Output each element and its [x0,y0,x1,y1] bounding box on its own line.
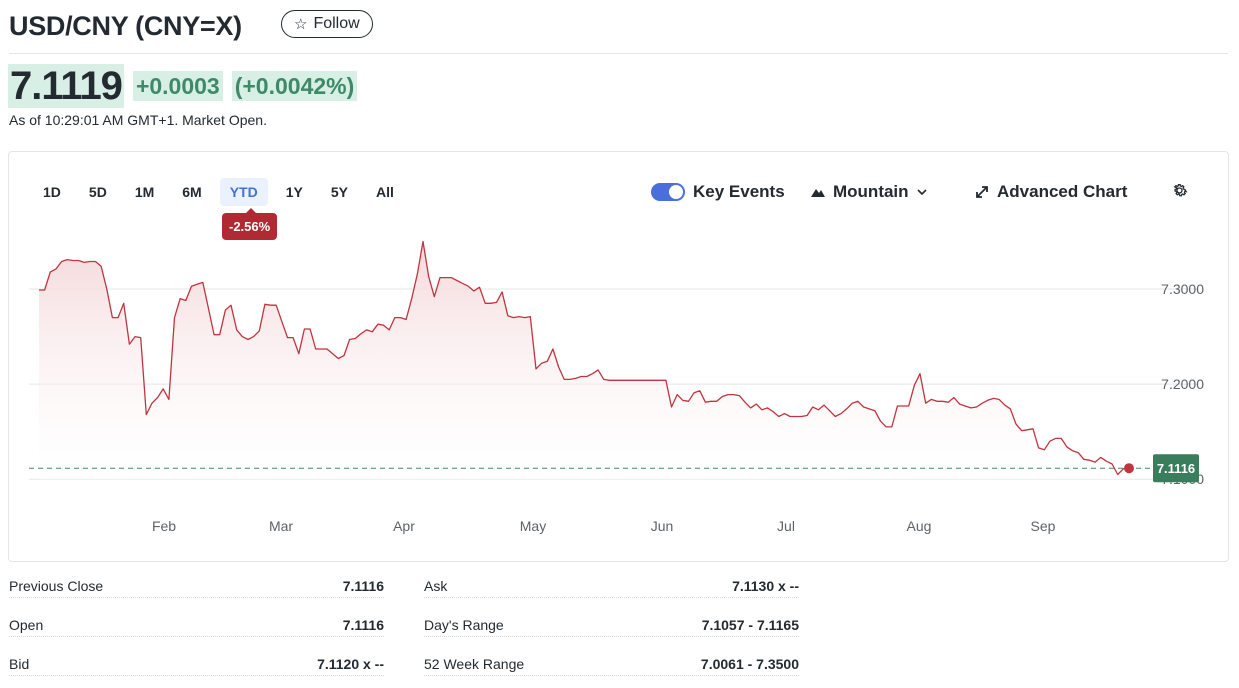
x-tick-label: Aug [907,518,932,534]
stat-label: Day's Range [424,617,504,633]
chart-type-dropdown[interactable]: Mountain [811,182,927,202]
key-events-toggle[interactable] [651,183,685,201]
stat-label: Open [9,617,44,633]
quote-summary: 7.1119 +0.0003 (+0.0042%) [8,64,358,108]
price-area [39,241,1129,484]
stat-row-52-week-range: 52 Week Range 7.0061 - 7.3500 [424,644,799,676]
range-tab-5d[interactable]: 5D [88,184,107,200]
star-icon: ☆ [294,15,308,33]
stat-row-open: Open 7.1116 [9,605,384,637]
range-tab-1y[interactable]: 1Y [285,184,303,200]
stat-value: 7.1116 [342,578,384,594]
last-point-marker [1124,463,1134,474]
stat-label: Bid [9,656,30,672]
stat-row-day-s-range: Day's Range 7.1057 - 7.1165 [424,605,799,637]
price-line [39,240,1130,476]
stat-value: 7.0061 - 7.3500 [700,656,799,672]
x-tick-label: Apr [393,518,415,534]
stat-row-bid: Bid 7.1120 x -- [9,644,384,676]
stat-label: 52 Week Range [424,656,525,672]
quote-header: USD/CNY (CNY=X) ☆ Follow [9,8,1228,54]
chart-card: 1D 5D 1M 6M YTD 1Y 5Y All -2.56% Key Events Mou… [8,151,1229,562]
follow-label: Follow [313,15,360,32]
stat-value: 7.1057 - 7.1165 [701,617,799,633]
stat-value: 7.1116 [342,617,384,633]
x-tick-label: May [520,518,546,534]
key-events-label: Key Events [693,182,785,201]
last-price-badge [1153,454,1199,483]
period-change-badge: -2.56% [222,208,278,240]
gear-icon [1173,184,1188,197]
page-title: USD/CNY (CNY=X) [9,11,242,41]
range-tab-1d[interactable]: 1D [43,184,61,200]
x-tick-label: Jun [651,518,674,534]
stat-value: 7.1130 x -- [732,578,799,594]
price-change: +0.0003 [132,71,223,101]
stat-label: Ask [424,578,448,594]
key-events-control[interactable]: Key Events [651,182,785,202]
stat-value: 7.1120 x -- [317,656,384,672]
market-status: As of 10:29:01 AM GMT+1. Market Open. [9,112,267,128]
x-tick-label: Feb [152,518,176,534]
settings-button[interactable] [1171,182,1188,199]
y-tick-label: 7.2000 [1161,376,1204,392]
chart-type-label: Mountain [833,182,909,201]
stat-row-previous-close: Previous Close 7.1116 [9,566,384,598]
range-tab-5y[interactable]: 5Y [330,184,348,200]
x-tick-label: Jul [777,518,795,534]
x-tick-label: Mar [269,518,293,534]
price-change-percent: (+0.0042%) [231,71,358,101]
last-price-badge-label: 7.1116 [1157,461,1195,476]
stat-label: Previous Close [9,578,104,594]
range-tab-6m[interactable]: 6M [182,184,202,200]
range-tabs: 1D 5D 1M 6M YTD 1Y 5Y All [33,178,412,206]
expand-icon [976,186,988,198]
x-tick-label: Sep [1031,518,1056,534]
advanced-chart-label: Advanced Chart [997,182,1128,201]
range-tab-1m[interactable]: 1M [134,184,155,200]
advanced-chart-button[interactable]: Advanced Chart [975,182,1127,202]
stat-row-ask: Ask 7.1130 x -- [424,566,799,598]
price-chart[interactable]: 7.30007.20007.10007.1116FebMarAprMayJunJ… [9,152,1228,561]
last-price: 7.1119 [8,64,124,108]
y-tick-label: 7.3000 [1161,281,1204,297]
chevron-down-icon [916,189,927,195]
range-tab-all[interactable]: All [375,184,394,200]
range-tab-ytd[interactable]: YTD [219,178,268,206]
follow-button[interactable]: ☆ Follow [281,10,373,38]
mountain-icon [811,189,825,197]
